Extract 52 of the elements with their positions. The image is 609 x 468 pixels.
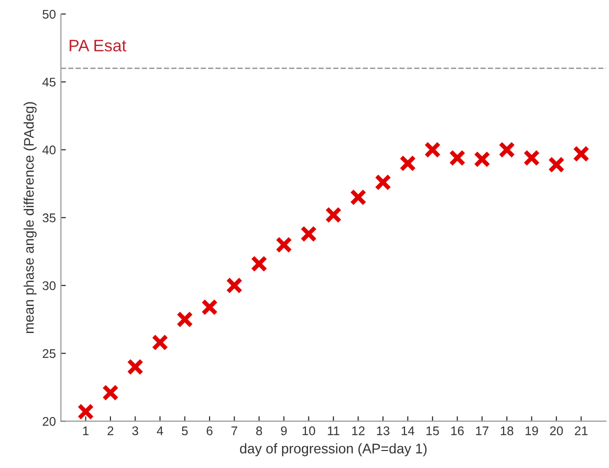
point: [374, 174, 392, 191]
point: [350, 188, 366, 206]
point: [548, 156, 565, 173]
x-tick-label: 11: [328, 426, 340, 436]
y-axis-title: mean phase angle difference (PAdeg): [24, 102, 37, 334]
point: [152, 334, 168, 351]
point: [424, 141, 441, 158]
point: [523, 150, 540, 166]
point: [498, 141, 516, 158]
x-tick-label: 10: [302, 426, 316, 436]
y-tick-label: 25: [42, 349, 56, 358]
x-tick-label: 12: [352, 426, 365, 436]
point: [102, 384, 119, 401]
y-tick-label: 50: [42, 10, 56, 19]
x-tick-label: 4: [156, 426, 164, 436]
x-tick-label: 20: [550, 426, 563, 436]
x-tick-label: 5: [182, 426, 188, 436]
point: [399, 155, 416, 172]
y-tick-label: 45: [42, 78, 56, 87]
x-tick-label: 21: [574, 426, 588, 436]
point: [201, 298, 218, 316]
x-tick-label: 18: [500, 426, 514, 436]
y-tick-label: 30: [42, 281, 56, 290]
x-tick-label: 19: [526, 426, 538, 436]
x-tick-label: 1: [83, 426, 89, 436]
point: [176, 311, 194, 328]
x-tick-label: 2: [108, 426, 114, 436]
point: [226, 277, 243, 294]
x-tick-label: 9: [280, 426, 287, 436]
point: [300, 226, 317, 242]
x-tick-label: 14: [402, 426, 414, 436]
y-tick-label: 40: [42, 146, 56, 154]
x-tick-label: 17: [476, 426, 488, 436]
x-tick-label: 8: [256, 426, 262, 436]
point: [325, 206, 342, 224]
point: [449, 150, 466, 166]
y-tick-label: 20: [42, 417, 56, 426]
x-tick-label: 15: [426, 426, 439, 436]
point: [474, 150, 490, 168]
x-tick-label: 6: [206, 426, 212, 436]
point: [572, 146, 590, 162]
ref-line-label: PA Esat: [70, 40, 126, 52]
x-tick-label: 7: [231, 426, 238, 436]
x-axis-title: day of progression (AP=day 1): [240, 443, 427, 456]
y-tick-label: 35: [42, 213, 56, 222]
x-tick-label: 13: [376, 426, 390, 436]
point: [250, 255, 268, 272]
point: [126, 358, 144, 376]
x-tick-label: 16: [451, 426, 464, 436]
point: [276, 236, 292, 254]
point: [77, 403, 94, 420]
x-tick-label: 3: [132, 426, 138, 436]
